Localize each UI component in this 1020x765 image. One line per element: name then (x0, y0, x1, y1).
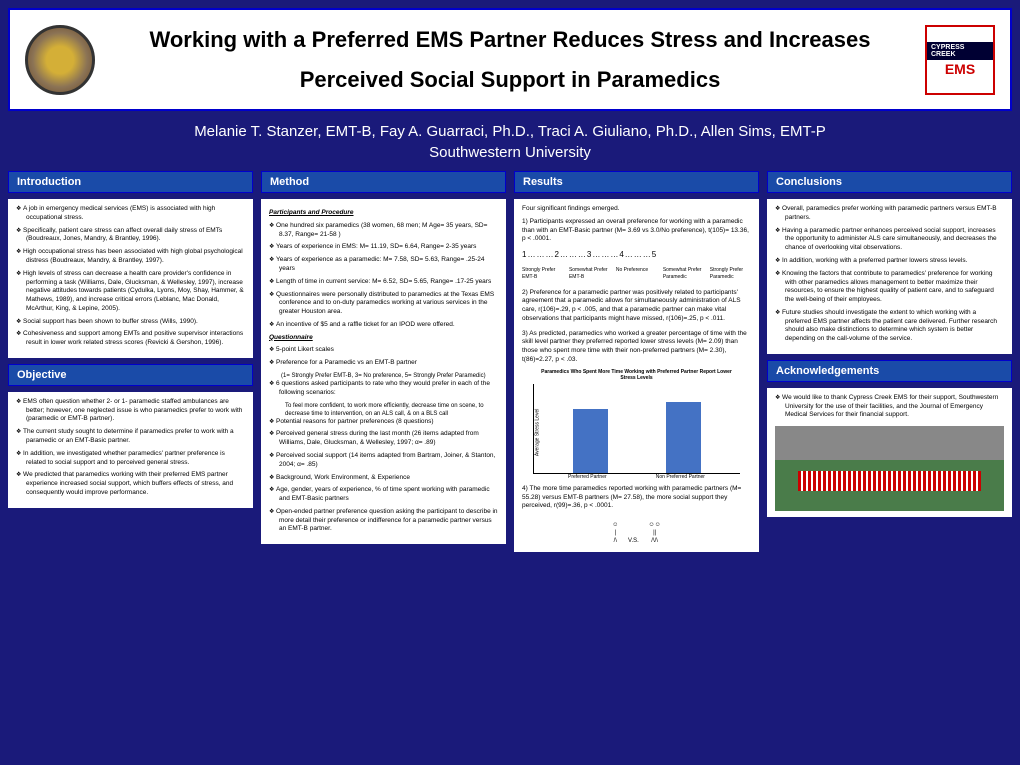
ack-body: We would like to thank Cypress Creek EMS… (767, 388, 1012, 517)
ems-logo: CYPRESS CREEK EMS (925, 25, 995, 95)
poster: Working with a Preferred EMS Partner Red… (0, 0, 1020, 560)
intro-body: A job in emergency medical services (EMS… (8, 199, 253, 358)
col-4: Conclusions Overall, paramedics prefer w… (767, 171, 1012, 551)
authors: Melanie T. Stanzer, EMT-B, Fay A. Guarra… (8, 123, 1012, 140)
concl-head: Conclusions (767, 171, 1012, 193)
col-3: Results Four significant findings emerge… (514, 171, 759, 551)
concl-body: Overall, paramedics prefer working with … (767, 199, 1012, 354)
bar-nonpreferred (666, 402, 701, 473)
group-photo (775, 426, 1004, 511)
results-head: Results (514, 171, 759, 193)
university-seal (25, 25, 95, 95)
results-body: Four significant findings emerged. 1) Pa… (514, 199, 759, 551)
col-1: Introduction A job in emergency medical … (8, 171, 253, 551)
title-box: Working with a Preferred EMS Partner Red… (8, 8, 1012, 111)
method-body: Participants and Procedure One hundred s… (261, 199, 506, 544)
obj-head: Objective (8, 364, 253, 386)
vs-illustration: ☺|/\ V.S. ☺☺||/\/\ (522, 521, 751, 545)
poster-title: Working with a Preferred EMS Partner Red… (110, 20, 910, 99)
university: Southwestern University (8, 144, 1012, 161)
columns: Introduction A job in emergency medical … (8, 171, 1012, 551)
obj-body: EMS often question whether 2- or 1- para… (8, 392, 253, 508)
intro-head: Introduction (8, 171, 253, 193)
stress-chart: Paramedics Who Spent More Time Working w… (533, 369, 739, 481)
ack-head: Acknowledgements (767, 360, 1012, 382)
col-2: Method Participants and Procedure One hu… (261, 171, 506, 551)
scale-labels: Strongly Prefer EMT-B Somewhat Prefer EM… (522, 267, 751, 281)
bar-preferred (573, 409, 608, 473)
method-head: Method (261, 171, 506, 193)
